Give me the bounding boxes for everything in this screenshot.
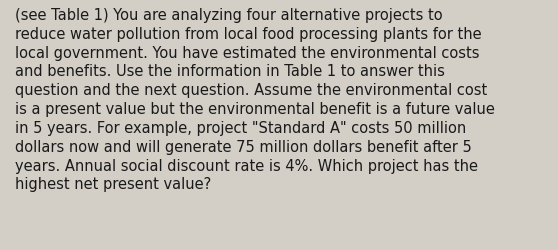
Text: (see Table 1) You are analyzing four alternative projects to
reduce water pollut: (see Table 1) You are analyzing four alt… [16, 8, 496, 192]
